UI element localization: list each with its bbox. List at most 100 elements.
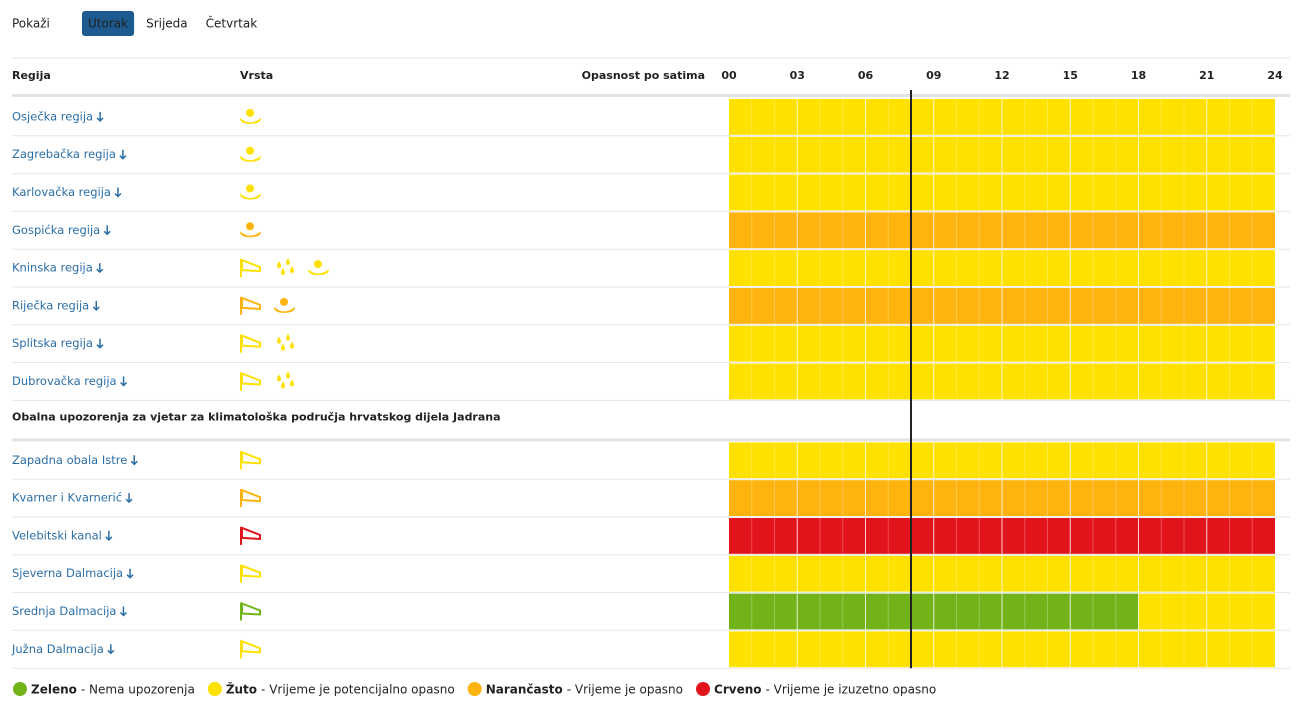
header-hazard: Opasnost po satima [582, 69, 705, 82]
rain-icon [277, 333, 294, 351]
icon-part [281, 268, 285, 276]
down-arrow [120, 376, 128, 387]
wind-icon [240, 564, 261, 583]
region-link[interactable]: Zagrebačka regija [12, 147, 116, 161]
tab-label[interactable]: Četvrtak [206, 16, 258, 31]
wind-icon [240, 296, 261, 315]
icon-part [240, 117, 261, 124]
icon-part [281, 343, 285, 351]
region-link[interactable]: Kninska regija [12, 261, 93, 275]
icon-part [240, 231, 261, 238]
tab-label[interactable]: Utorak [88, 17, 128, 31]
icon-part [246, 146, 254, 155]
icon-part [290, 341, 294, 349]
icon-part [246, 222, 254, 231]
day-tab[interactable]: Srijeda [140, 11, 194, 36]
icon-part [290, 266, 294, 274]
icon-part [280, 297, 288, 306]
tab-bg [140, 11, 194, 36]
legend-label: Zeleno [31, 683, 77, 697]
icon-part [241, 258, 261, 273]
icon-part [314, 260, 322, 269]
region-link[interactable]: Zapadna obala Istre [12, 453, 127, 467]
wind-icon [240, 602, 261, 621]
down-arrow [96, 263, 104, 274]
down-arrow [96, 111, 104, 122]
section-title: Obalna upozorenja za vjetar za klimatolo… [12, 410, 501, 423]
down-arrow [119, 606, 127, 617]
icon-part [277, 374, 281, 382]
icon-part [241, 372, 261, 386]
icon-part [246, 108, 254, 117]
wind-icon [240, 334, 261, 353]
icon-part [281, 381, 285, 389]
sun-icon [240, 222, 261, 238]
sun-icon [240, 184, 261, 200]
wind-icon [240, 639, 261, 659]
region-link[interactable]: Gospićka regija [12, 223, 100, 237]
icon-part [277, 261, 281, 269]
icon-part [274, 306, 295, 313]
header-rule [12, 94, 1290, 97]
wind-icon [240, 258, 261, 278]
day-tab[interactable]: Utorak [82, 11, 135, 36]
region-link[interactable]: Karlovačka regija [12, 185, 111, 199]
icon-part [241, 296, 261, 310]
region-link[interactable]: Splitska regija [12, 336, 93, 350]
icon-part [240, 193, 261, 200]
icon-part [241, 564, 261, 578]
tab-bg [82, 11, 135, 36]
legend-label: Narančasto [486, 683, 563, 697]
tab-label[interactable]: Srijeda [146, 17, 188, 31]
hour-label: 00 [721, 69, 737, 82]
icon-part [241, 526, 261, 540]
icon-part [277, 336, 281, 344]
down-arrow [114, 187, 122, 198]
legend-dot [467, 682, 482, 696]
region-link[interactable]: Osječka regija [12, 109, 93, 123]
icon-part [308, 269, 329, 276]
icon-part [241, 334, 261, 348]
legend-description: - Nema upozorenja [81, 683, 195, 697]
tab-bg [199, 11, 264, 36]
down-arrow [126, 568, 134, 579]
region-link[interactable]: Riječka regija [12, 298, 89, 312]
icon-part [286, 258, 290, 266]
legend-label: Crveno [714, 683, 761, 697]
region-link[interactable]: Južna Dalmacija [11, 642, 104, 656]
wind-icon [240, 372, 261, 391]
icon-part [241, 639, 261, 654]
region-link[interactable]: Sjeverna Dalmacija [12, 566, 123, 580]
legend-description: - Vrijeme je opasno [567, 683, 683, 697]
wind-icon [240, 526, 261, 545]
sun-icon [240, 108, 261, 124]
down-arrow [103, 225, 111, 236]
region-link[interactable]: Velebitski kanal [12, 528, 102, 542]
section-rule [12, 438, 1290, 442]
sun-icon [240, 146, 261, 162]
rain-icon [277, 258, 294, 276]
hour-label: 21 [1199, 69, 1214, 82]
down-arrow [125, 493, 133, 504]
header-type: Vrsta [240, 69, 273, 82]
wind-icon [240, 450, 261, 470]
region-link[interactable]: Dubrovačka regija [12, 374, 117, 388]
hour-label: 06 [858, 69, 874, 82]
legend-description: - Vrijeme je potencijalno opasno [261, 683, 455, 697]
icon-part [241, 450, 261, 465]
down-arrow [96, 338, 104, 349]
wind-icon [240, 488, 261, 508]
icon-part [246, 184, 254, 193]
show-label: Pokaži [12, 17, 50, 31]
legend-dot [696, 682, 711, 696]
legend-dot [13, 682, 27, 696]
down-arrow [130, 455, 138, 466]
region-link[interactable]: Srednja Dalmacija [12, 604, 116, 618]
icon-part [286, 371, 290, 379]
icon-part [286, 333, 290, 341]
day-tab[interactable]: Četvrtak [199, 11, 264, 36]
region-link[interactable]: Kvarner i Kvarnerić [12, 491, 122, 505]
hour-label: 24 [1267, 69, 1283, 82]
